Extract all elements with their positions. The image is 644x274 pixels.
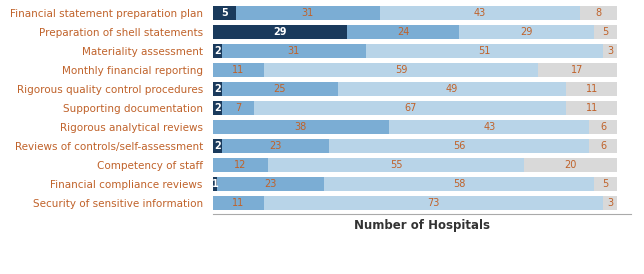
Text: 43: 43	[474, 8, 486, 18]
Bar	[524, 158, 617, 172]
Text: 17: 17	[571, 65, 584, 75]
Text: 58: 58	[453, 179, 465, 189]
Bar	[263, 63, 538, 77]
Bar	[213, 6, 236, 20]
Text: 23: 23	[265, 179, 277, 189]
Text: 2: 2	[214, 46, 220, 56]
Text: 11: 11	[585, 103, 598, 113]
Bar	[380, 6, 580, 20]
Bar	[213, 196, 263, 210]
Bar	[263, 196, 603, 210]
Text: 59: 59	[395, 65, 407, 75]
Text: 12: 12	[234, 160, 247, 170]
Bar	[589, 120, 617, 134]
Text: 29: 29	[273, 27, 287, 37]
Text: 11: 11	[232, 198, 244, 208]
Bar	[254, 101, 566, 115]
Bar	[213, 25, 347, 39]
X-axis label: Number of Hospitals: Number of Hospitals	[354, 219, 490, 232]
Bar	[347, 25, 459, 39]
Bar	[222, 82, 338, 96]
Bar	[389, 120, 589, 134]
Bar	[213, 44, 222, 58]
Text: 51: 51	[478, 46, 491, 56]
Text: 29: 29	[520, 27, 533, 37]
Text: 3: 3	[607, 46, 613, 56]
Text: 23: 23	[269, 141, 281, 151]
Text: 24: 24	[397, 27, 410, 37]
Bar	[269, 158, 524, 172]
Bar	[213, 101, 222, 115]
Text: 25: 25	[274, 84, 286, 94]
Bar	[338, 82, 566, 96]
Text: 73: 73	[427, 198, 440, 208]
Bar	[566, 82, 617, 96]
Text: 38: 38	[295, 122, 307, 132]
Bar	[217, 178, 324, 191]
Text: 3: 3	[607, 198, 613, 208]
Bar	[213, 63, 263, 77]
Bar	[213, 120, 389, 134]
Text: 11: 11	[585, 84, 598, 94]
Text: 31: 31	[288, 46, 300, 56]
Bar	[213, 82, 222, 96]
Text: 2: 2	[214, 103, 220, 113]
Bar	[236, 6, 380, 20]
Text: 5: 5	[221, 8, 227, 18]
Bar	[222, 139, 329, 153]
Bar	[603, 44, 617, 58]
Text: 5: 5	[602, 27, 609, 37]
Bar	[589, 139, 617, 153]
Text: 55: 55	[390, 160, 402, 170]
Bar	[213, 139, 222, 153]
Text: 2: 2	[214, 141, 220, 151]
Bar	[366, 44, 603, 58]
Bar	[603, 196, 617, 210]
Bar	[222, 101, 254, 115]
Text: 1: 1	[211, 179, 218, 189]
Text: 5: 5	[602, 179, 609, 189]
Text: 6: 6	[600, 141, 606, 151]
Bar	[538, 63, 617, 77]
Text: 2: 2	[214, 84, 220, 94]
Text: 6: 6	[600, 122, 606, 132]
Text: 11: 11	[232, 65, 244, 75]
Text: 43: 43	[483, 122, 495, 132]
Bar	[329, 139, 589, 153]
Bar	[459, 25, 594, 39]
Bar	[580, 6, 617, 20]
Bar	[594, 178, 617, 191]
Bar	[213, 178, 217, 191]
Text: 20: 20	[565, 160, 577, 170]
Bar	[324, 178, 594, 191]
Text: 56: 56	[453, 141, 465, 151]
Text: 49: 49	[446, 84, 458, 94]
Bar	[594, 25, 617, 39]
Bar	[213, 158, 269, 172]
Bar	[222, 44, 366, 58]
Text: 8: 8	[596, 8, 601, 18]
Text: 7: 7	[235, 103, 242, 113]
Text: 67: 67	[404, 103, 417, 113]
Text: 31: 31	[302, 8, 314, 18]
Bar	[566, 101, 617, 115]
